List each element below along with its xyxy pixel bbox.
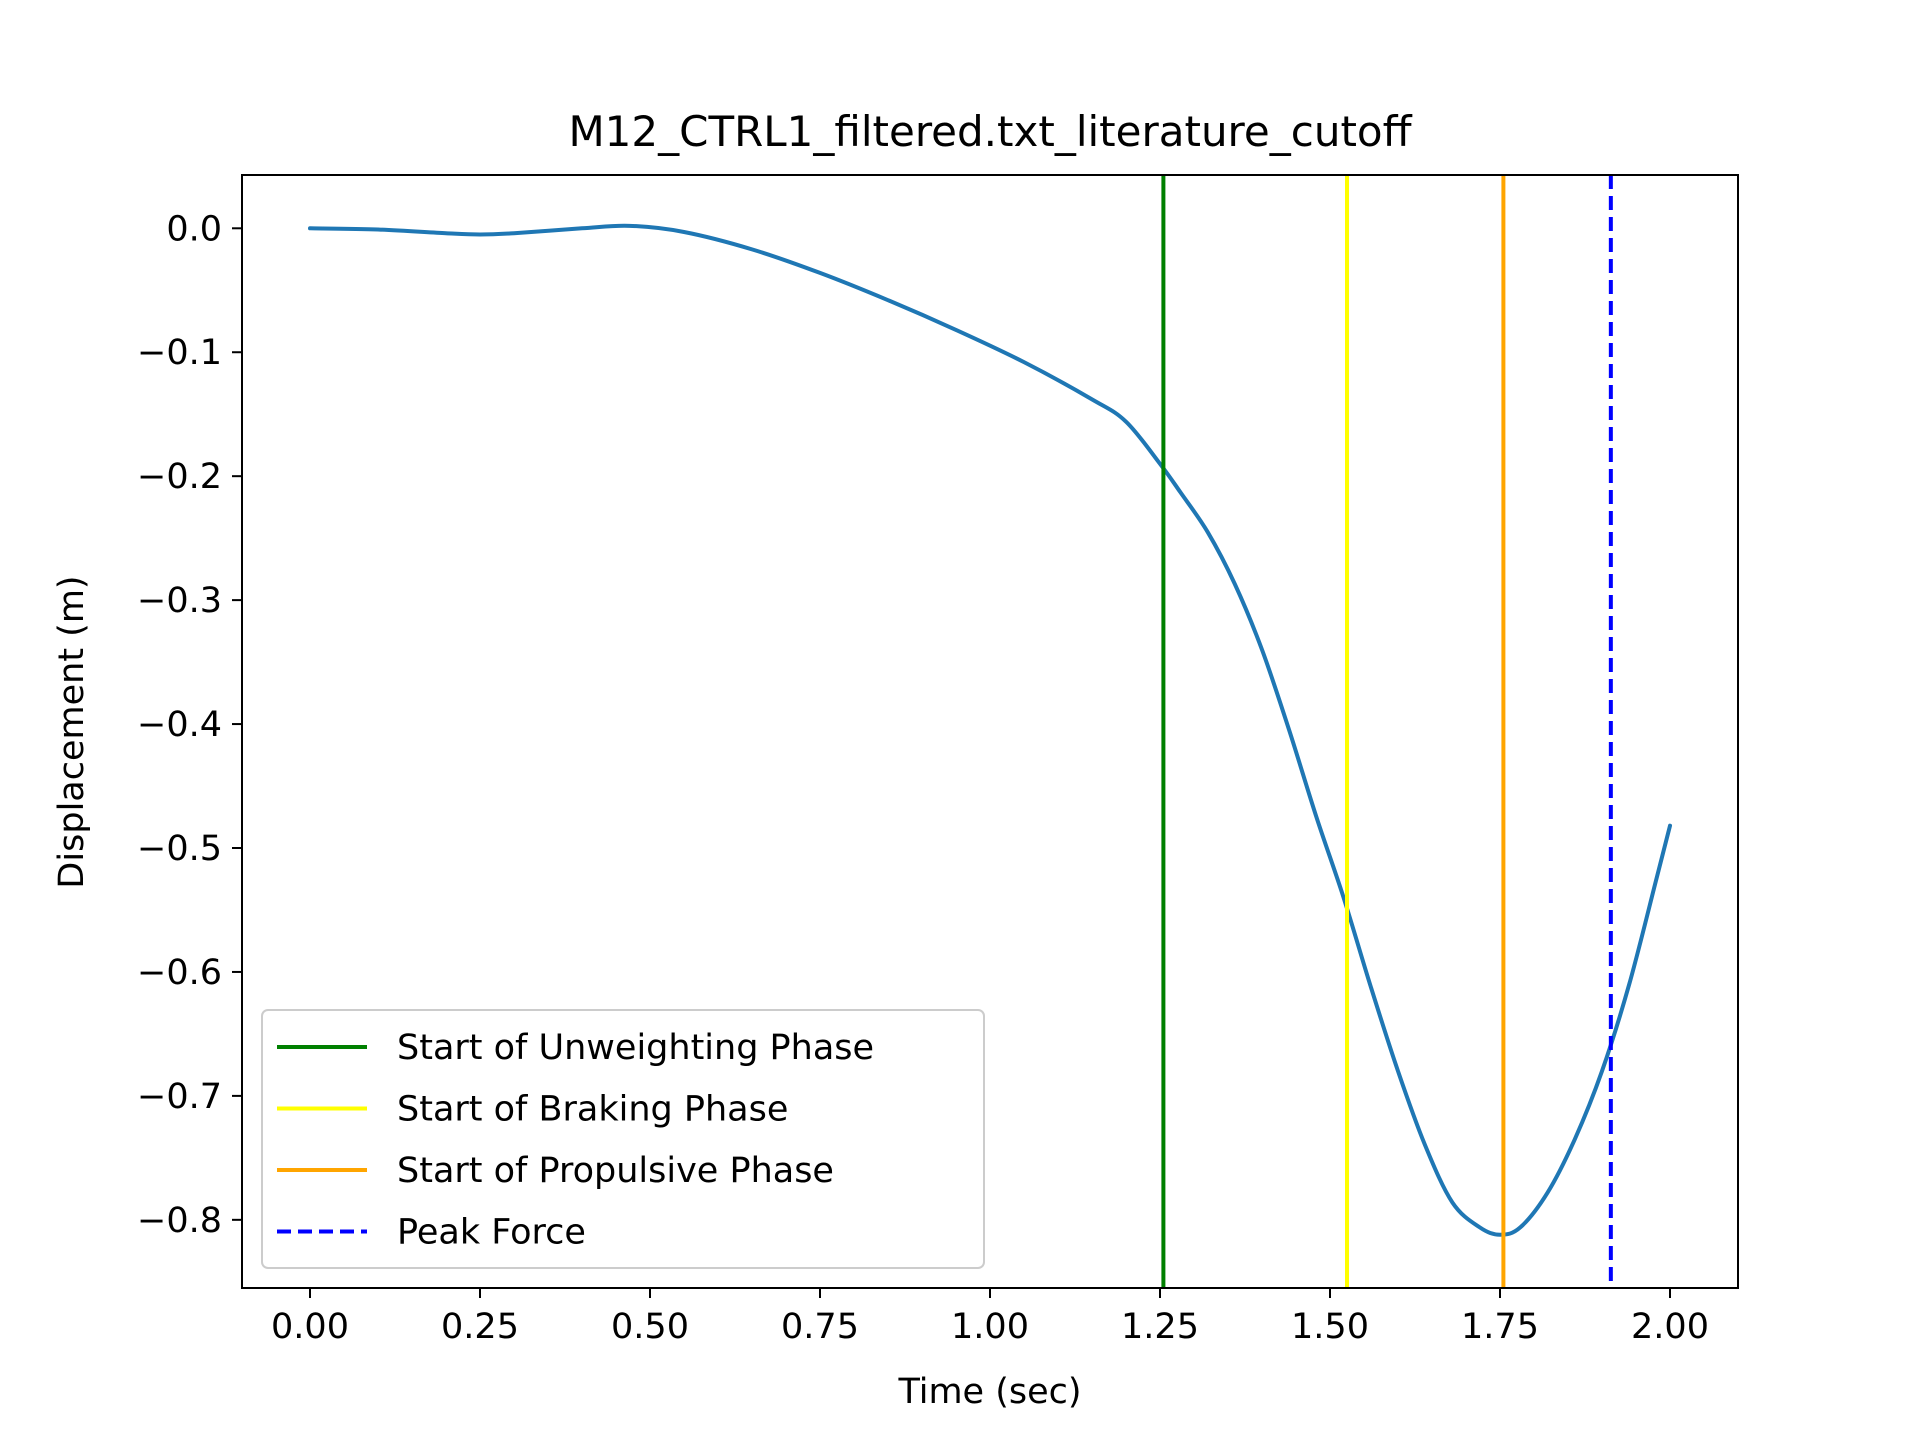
legend-label-4: Peak Force <box>397 1213 586 1253</box>
x-tick-label: 1.75 <box>1461 1307 1539 1347</box>
plot-area <box>308 175 1672 1288</box>
y-tick-label: −0.8 <box>137 1201 222 1241</box>
x-tick-label: 2.00 <box>1631 1307 1709 1347</box>
legend-label-1: Start of Unweighting Phase <box>397 1028 874 1068</box>
x-tick-label: 0.00 <box>271 1307 349 1347</box>
x-tick-label: 0.75 <box>781 1307 859 1347</box>
x-tick-label: 1.00 <box>951 1307 1029 1347</box>
x-tick-label: 0.25 <box>441 1307 519 1347</box>
y-tick-label: −0.6 <box>137 953 222 993</box>
legend-label-3: Start of Propulsive Phase <box>397 1151 834 1191</box>
x-axis: 0.00 0.25 0.50 0.75 1.00 1.25 1.50 1.75 2.00 <box>271 1288 1709 1347</box>
y-tick-label: −0.3 <box>137 581 222 621</box>
y-axis: 0.0 −0.1 −0.2 −0.3 −0.4 −0.5 −0.6 −0.7 −0.8 <box>137 209 242 1241</box>
x-axis-label: Time (sec) <box>897 1372 1081 1412</box>
legend-box <box>261 1009 985 1269</box>
y-tick-label: −0.1 <box>137 333 222 373</box>
x-tick-label: 1.25 <box>1121 1307 1199 1347</box>
y-tick-label: −0.2 <box>137 457 222 497</box>
x-tick-label: 0.50 <box>611 1307 689 1347</box>
series-line-0 <box>308 223 1672 1237</box>
y-tick-label: 0.0 <box>166 209 222 249</box>
legend: Start of Unweighting Phase Start of Braki… <box>261 1009 985 1269</box>
legend-label-2: Start of Braking Phase <box>397 1090 788 1130</box>
x-tick-label: 1.50 <box>1291 1307 1369 1347</box>
chart-title: M12_CTRL1_filtered.txt_literature_cutoff <box>568 107 1412 156</box>
y-axis-label: Displacement (m) <box>52 575 92 888</box>
y-tick-label: −0.7 <box>137 1077 222 1117</box>
y-tick-label: −0.4 <box>137 705 222 745</box>
y-tick-label: −0.5 <box>137 829 222 869</box>
